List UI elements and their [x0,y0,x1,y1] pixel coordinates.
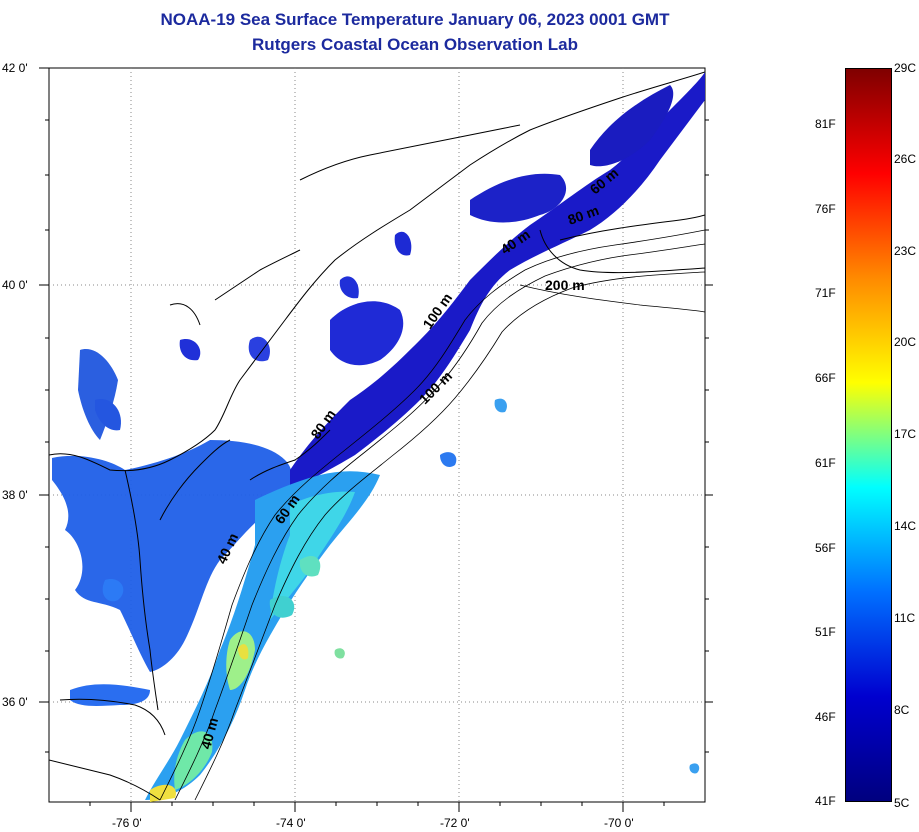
colorbar-c-label: 8C [894,703,910,717]
colorbar-c-label: 17C [894,427,917,441]
bathymetry-contours [159,229,705,801]
colorbar-f-label: 41F [815,794,836,808]
axis-ticks [39,67,713,812]
contour-label: 40 m [197,716,221,751]
lat-tick-label: 36 0' [2,695,28,709]
colorbar [845,68,892,802]
chart-subtitle: Rutgers Coastal Ocean Observation Lab [252,35,578,54]
colorbar-f-label: 51F [815,625,836,639]
sst-imagery [52,72,705,802]
colorbar-c-label: 11C [894,611,916,625]
lat-tick-label: 42 0' [2,61,28,75]
colorbar-f-label: 61F [815,456,836,470]
lon-tick-label: -74 0' [276,816,306,830]
coastline [49,71,705,801]
colorbar-f-label: 46F [815,710,836,724]
colorbar-c-label: 23C [894,244,917,258]
colorbar-f-label: 56F [815,541,836,555]
lon-tick-label: -70 0' [604,816,634,830]
lon-tick-label: -76 0' [112,816,142,830]
colorbar-f-label: 71F [815,286,836,300]
colorbar-c-label: 26C [894,152,917,166]
colorbar-f-label: 76F [815,202,836,216]
colorbar-c-label: 14C [894,519,917,533]
lat-tick-label: 38 0' [2,488,28,502]
colorbar-c-label: 29C [894,61,917,75]
colorbar-c-label: 5C [894,796,910,810]
contour-label: 200 m [545,277,585,293]
lon-tick-label: -72 0' [440,816,470,830]
chart-title: NOAA-19 Sea Surface Temperature January … [160,10,670,29]
colorbar-f-label: 66F [815,371,836,385]
lat-tick-label: 40 0' [2,278,28,292]
graticule [49,68,705,802]
colorbar-c-label: 20C [894,335,917,349]
colorbar-f-label: 81F [815,117,836,131]
